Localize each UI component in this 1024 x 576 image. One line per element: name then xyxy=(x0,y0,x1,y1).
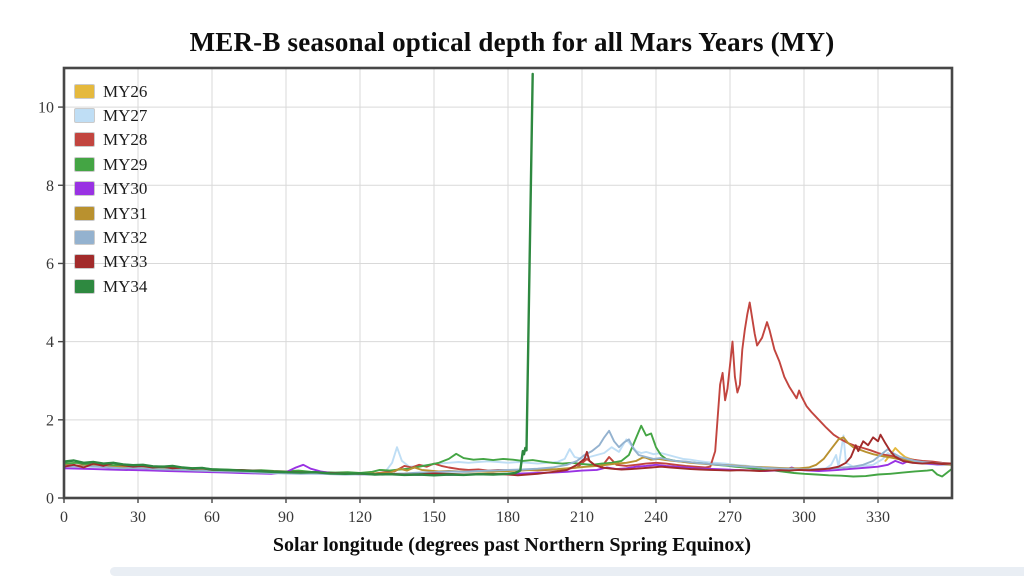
legend-item-my29: MY29 xyxy=(75,152,147,176)
legend-item-my31: MY31 xyxy=(75,201,147,225)
gridlines xyxy=(64,68,952,498)
plot-border xyxy=(62,66,954,500)
x-tick-label-240: 240 xyxy=(644,509,668,526)
legend-label-my32: MY32 xyxy=(103,228,148,248)
x-tick-label-120: 120 xyxy=(348,509,372,526)
x-tick-label-300: 300 xyxy=(792,509,816,526)
chart-title: MER-B seasonal optical depth for all Mar… xyxy=(189,27,835,58)
x-tick-label-330: 330 xyxy=(866,509,890,526)
bottom-partial-element xyxy=(110,567,1024,576)
x-tick-label-90: 90 xyxy=(278,509,294,526)
legend: MY26 MY27 MY28 MY29 MY30 MY31 MY32 MY33 MY34 xyxy=(75,79,147,299)
y-tick-label-8: 8 xyxy=(46,178,54,195)
x-tick-label-270: 270 xyxy=(718,509,742,526)
y-tick-label-0: 0 xyxy=(46,491,54,508)
legend-swatch-my27 xyxy=(75,109,94,123)
x-tick-label-180: 180 xyxy=(496,509,520,526)
series-line-MY34 xyxy=(64,72,534,477)
legend-item-my34: MY34 xyxy=(75,274,147,298)
legend-label-my30: MY30 xyxy=(103,179,148,199)
x-tick-label-0: 0 xyxy=(60,509,68,526)
legend-item-my30: MY30 xyxy=(75,177,147,201)
legend-label-my33: MY33 xyxy=(103,252,148,272)
legend-label-my34: MY34 xyxy=(103,276,148,296)
y-tick-label-10: 10 xyxy=(38,100,54,117)
y-tick-label-2: 2 xyxy=(46,412,54,429)
legend-swatch-my32 xyxy=(75,231,94,245)
x-tick-label-210: 210 xyxy=(570,509,594,526)
legend-label-my28: MY28 xyxy=(103,130,148,150)
legend-label-my29: MY29 xyxy=(103,154,148,174)
legend-swatch-my28 xyxy=(75,133,94,147)
y-tick-label-6: 6 xyxy=(46,256,54,273)
legend-swatch-my34 xyxy=(75,279,94,293)
legend-swatch-my33 xyxy=(75,255,94,269)
legend-item-my28: MY28 xyxy=(75,128,147,152)
x-tick-label-30: 30 xyxy=(130,509,146,526)
legend-label-my26: MY26 xyxy=(103,81,148,101)
x-tick-label-60: 60 xyxy=(204,509,220,526)
legend-item-my26: MY26 xyxy=(75,79,147,103)
x-axis-label: Solar longitude (degrees past Northern S… xyxy=(272,534,752,556)
legend-swatch-my30 xyxy=(75,182,94,196)
legend-swatch-my26 xyxy=(75,84,94,98)
legend-label-my27: MY27 xyxy=(103,106,148,126)
series-lines xyxy=(64,72,952,478)
tick-labels: 0 30 60 90 120 150 180 210 240 270 300 330 0 2 4 6 8 10 xyxy=(38,100,890,526)
axis-ticks xyxy=(58,106,879,503)
legend-swatch-my29 xyxy=(75,157,94,171)
legend-swatch-my31 xyxy=(75,206,94,220)
legend-item-my27: MY27 xyxy=(75,103,147,127)
legend-item-my33: MY33 xyxy=(75,250,147,274)
legend-item-my32: MY32 xyxy=(75,225,147,249)
series-line-MY32 xyxy=(64,429,952,476)
y-tick-label-4: 4 xyxy=(46,334,54,351)
x-tick-label-150: 150 xyxy=(422,509,446,526)
legend-label-my31: MY31 xyxy=(103,203,148,223)
